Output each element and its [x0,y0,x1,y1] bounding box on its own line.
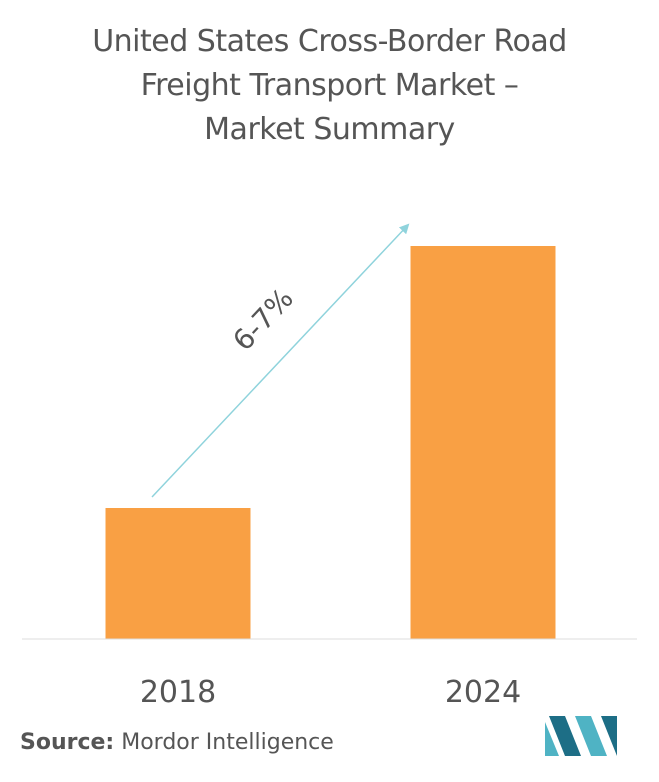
x-tick-label-2024: 2024 [445,675,521,710]
growth-rate-label: 6-7% [226,282,300,357]
source-label: Source: [20,730,115,755]
logo-shape-mid-left [549,716,581,756]
mordor-intelligence-logo [545,716,617,756]
bar-2018 [105,508,251,639]
source-text: Mordor Intelligence [121,730,334,755]
logo-shape-left [545,722,559,756]
bar-2024 [410,246,556,639]
chart-title-line-3: Market Summary [204,112,455,147]
x-tick-label-2018: 2018 [140,675,216,710]
logo-shape-right [601,716,617,756]
chart-title: United States Cross-Border Road Freight … [0,20,659,152]
logo-shape-mid-right [575,716,607,756]
source-note: Source: Mordor Intelligence [20,730,334,755]
chart-title-line-1: United States Cross-Border Road [92,24,567,59]
chart-title-line-2: Freight Transport Market – [140,68,519,103]
growth-arrow [151,223,410,498]
